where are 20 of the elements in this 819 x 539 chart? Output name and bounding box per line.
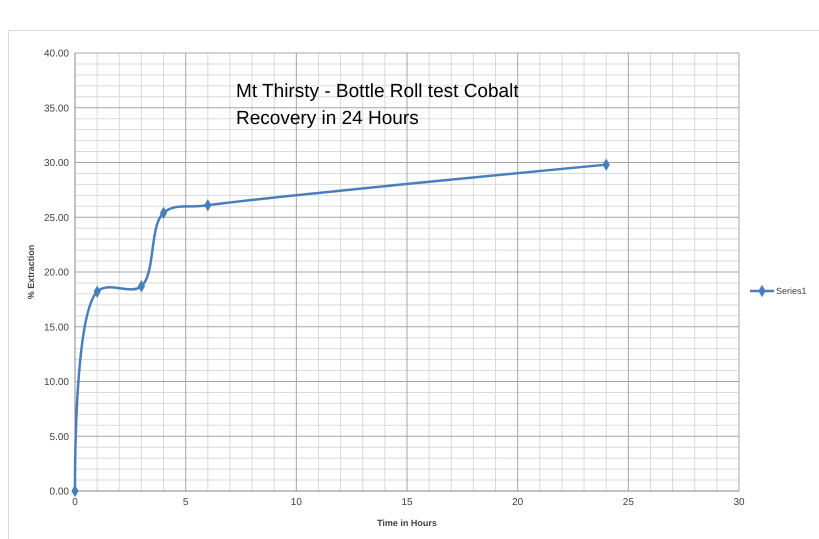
y-tick-label: 20.00 [44,268,70,278]
y-tick-label: 10.00 [44,377,70,388]
legend-label: Series1 [776,286,807,296]
y-tick-label: 0.00 [50,486,70,498]
x-axis-title: Time in Hours [377,518,437,528]
y-tick-label: 40.00 [44,48,70,60]
x-tick-label: 20 [512,497,524,508]
x-tick-label: 10 [290,497,302,508]
y-tick-label: 15.00 [44,322,70,334]
y-tick-label: 30.00 [44,158,70,169]
text: Mt Thirsty - Bottle Roll test Cobalt Recovery in 24 Hours [236,81,520,129]
y-tick-label: 35.00 [44,103,70,114]
x-tick-label: 5 [182,497,189,508]
x-tick-label: 0 [72,497,78,508]
x-tick-label: 15 [401,497,413,508]
x-tick-label: 25 [622,497,634,508]
x-tick-label: 30 [733,497,745,508]
y-tick-label: 5.00 [50,432,70,443]
y-tick-label: 25.00 [44,212,70,224]
y-axis-title: % Extraction [26,244,36,300]
